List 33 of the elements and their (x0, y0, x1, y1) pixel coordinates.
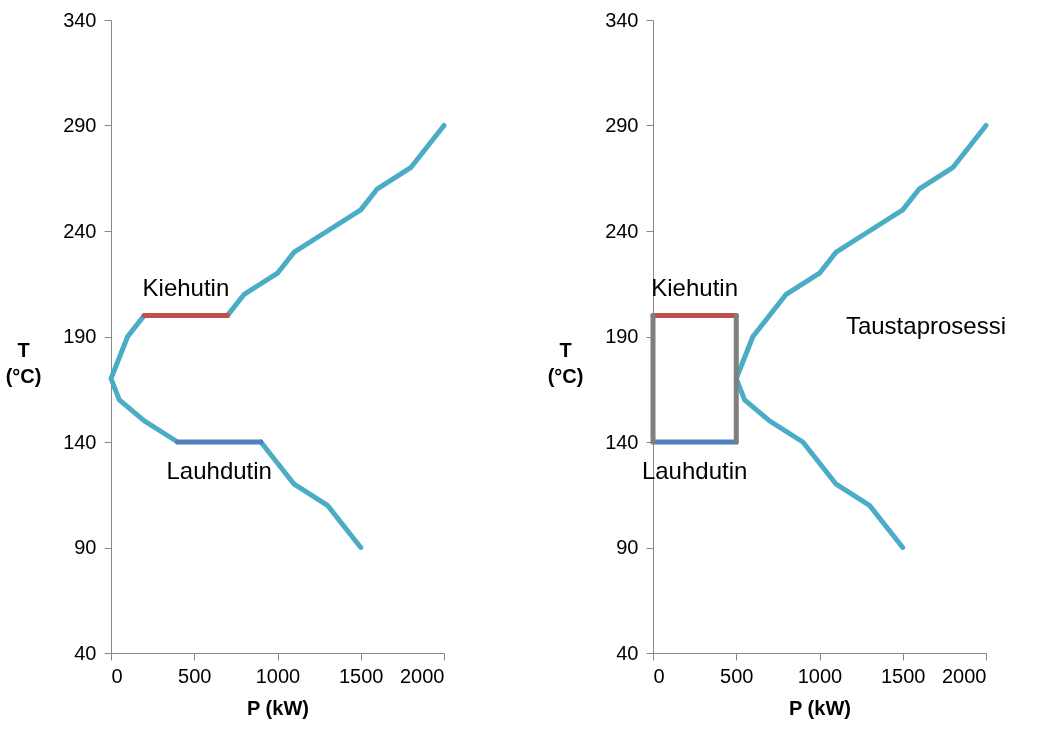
y-tick-label: 90 (74, 536, 97, 558)
annotation: Kiehutin (651, 274, 738, 302)
x-tick-label: 1000 (797, 664, 843, 687)
x-axis-title: P (kW) (247, 696, 309, 719)
x-tick-label: 0 (111, 664, 123, 687)
x-axis-title: P (kW) (789, 696, 851, 719)
x-tick-label: 2000 (400, 664, 445, 687)
x-tick-label: 2000 (942, 664, 987, 687)
y-tick-label: 290 (63, 114, 97, 136)
y-tick-label: 190 (63, 325, 97, 347)
y-tick-label: 140 (605, 430, 639, 453)
annotation: Lauhdutin (166, 457, 272, 484)
y-tick-label: 190 (605, 325, 639, 347)
y-tick-label: 340 (605, 8, 639, 31)
y-axis-title: T (°C) (5, 338, 42, 387)
y-tick-label: 240 (605, 219, 639, 242)
y-tick-label: 140 (63, 430, 97, 453)
y-tick-label: 40 (616, 641, 639, 664)
y-tick-label: 240 (63, 219, 97, 242)
x-tick-label: 1500 (339, 664, 384, 687)
annotation: Taustaprosessi (845, 311, 1006, 339)
y-tick-label: 290 (605, 114, 639, 136)
y-tick-label: 340 (63, 8, 97, 31)
y-tick-label: 90 (616, 536, 639, 558)
x-tick-label: 1000 (255, 664, 301, 687)
x-tick-label: 1500 (881, 664, 926, 687)
y-axis-title: T (°C) (547, 338, 584, 387)
x-tick-label: 500 (178, 664, 212, 687)
x-tick-label: 0 (653, 664, 665, 687)
y-tick-label: 40 (74, 641, 97, 664)
annotation: Kiehutin (142, 274, 230, 302)
annotation: Lauhdutin (641, 457, 748, 484)
x-tick-label: 500 (720, 664, 754, 687)
